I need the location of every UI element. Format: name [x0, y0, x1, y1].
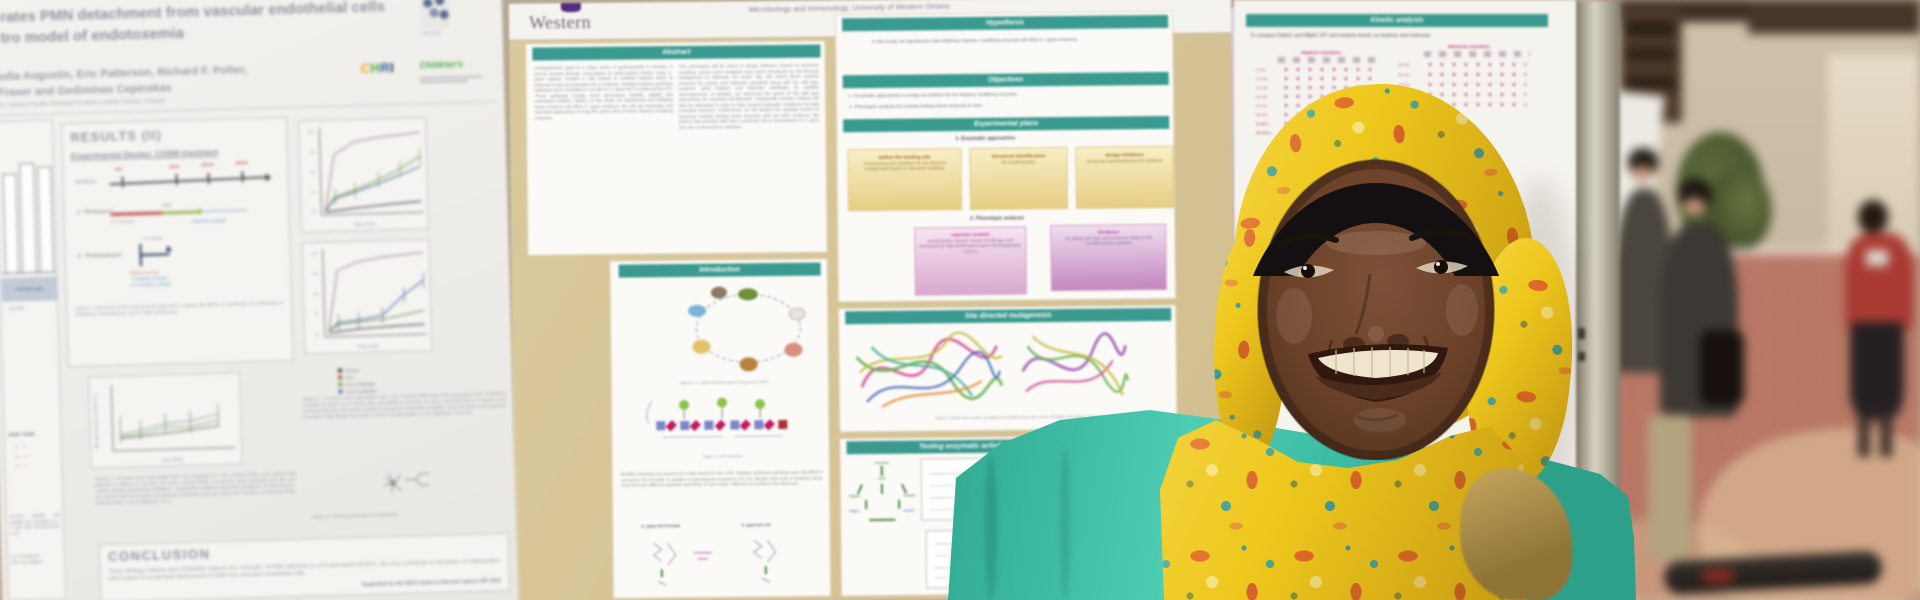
graph-b-panel: 100 80 60 40 20 Time (min) — [301, 239, 433, 355]
svg-text:20: 20 — [315, 331, 320, 336]
pole-slot — [1578, 328, 1585, 339]
cps-structure-figure — [646, 397, 788, 438]
table2-title: Mannose reactions — [1448, 44, 1490, 49]
person-face — [1683, 198, 1705, 215]
mutagenesis-panel: Site directed mutagenesis Figure 4: Acti… — [838, 304, 1178, 433]
poster-pmn-detachment: rates PMN detachment from vascular endot… — [0, 0, 519, 600]
table1-row: 15 min — [1256, 83, 1386, 92]
svg-text:40: 40 — [314, 311, 319, 316]
walker-skirt — [1850, 322, 1904, 420]
ceiling-beam-right — [1748, 0, 1920, 34]
shelf-slot — [1626, 76, 1676, 89]
table2-row: 10 min — [1398, 59, 1540, 69]
poster-tube-cap — [1700, 568, 1736, 584]
underscarf-band — [1252, 183, 1500, 276]
face — [1252, 159, 1500, 460]
corm-structure-figure — [384, 472, 430, 494]
perfusion-graph: Time (min) — [110, 384, 236, 463]
kinetic-title: Kinetic analysis — [1370, 17, 1424, 24]
pole-slot — [1578, 352, 1585, 361]
infection-cycle-figure — [688, 286, 806, 372]
svg-text:80: 80 — [313, 271, 318, 276]
svg-text:60: 60 — [310, 169, 315, 174]
table1-column-headers — [1278, 57, 1378, 63]
svg-text:100: 100 — [311, 251, 319, 256]
perfusion-graph-panel: Time (min) PMN detachment from HUVEC (%) — [88, 372, 243, 469]
table1-row: 10 min — [1256, 74, 1386, 83]
walker-papers — [1866, 250, 1888, 266]
kinetic-section-header: Kinetic analysis — [1246, 14, 1548, 27]
carpet-baseboard — [1560, 247, 1920, 256]
shelf-slot — [1626, 48, 1676, 61]
kinetic-intro: To compare DdahC and MlghC WT and mutant… — [1250, 33, 1432, 39]
walker-leg — [1858, 415, 1870, 457]
graph-a: 100 80 60 40 20 Time (min) — [307, 127, 424, 228]
poster-cjejuni: Western Microbiology and Immunology, Uni… — [508, 0, 1238, 600]
table1-row: 5 min — [1256, 65, 1386, 74]
svg-text:60: 60 — [314, 291, 319, 296]
svg-text:Time (min): Time (min) — [354, 222, 376, 228]
table1-title: Heptose reactions — [1301, 50, 1341, 55]
lower-lip — [1316, 372, 1442, 400]
blouse-fold — [1060, 445, 1070, 600]
introduction-panel: Introduction Figure 1: C. jejuni infecti… — [609, 258, 832, 599]
table2-column-headers — [1424, 51, 1530, 57]
ribbon-structure-figure-b — [1021, 332, 1130, 396]
walker-leg — [1880, 412, 1892, 457]
graph-b: 100 80 60 40 20 Time (min) — [311, 248, 428, 349]
person-pants — [1648, 415, 1692, 560]
graph-a-panel: 100 80 60 40 20 Time (min) — [297, 117, 430, 233]
svg-text:Time (min): Time (min) — [161, 457, 183, 463]
person-bag — [1700, 330, 1744, 406]
walker-hair — [1858, 200, 1888, 233]
ribbon-structure-figure-a — [855, 331, 1004, 408]
svg-text:80: 80 — [310, 149, 315, 154]
svg-text:100: 100 — [307, 129, 315, 134]
right-eyebrow — [1409, 229, 1473, 241]
blouse-fold — [985, 455, 997, 600]
table2-row: 30 min — [1398, 79, 1540, 89]
svg-text:40: 40 — [311, 189, 316, 194]
svg-text:Time (min): Time (min) — [357, 343, 379, 349]
pathway-structures-figure — [652, 539, 777, 586]
left-eyebrow — [1275, 232, 1339, 247]
svg-text:20: 20 — [311, 209, 316, 214]
walker-jacket — [1845, 233, 1913, 331]
table2-row: 20 min — [1398, 69, 1540, 79]
person-face — [1632, 166, 1652, 182]
shelf-slot — [1626, 22, 1676, 35]
